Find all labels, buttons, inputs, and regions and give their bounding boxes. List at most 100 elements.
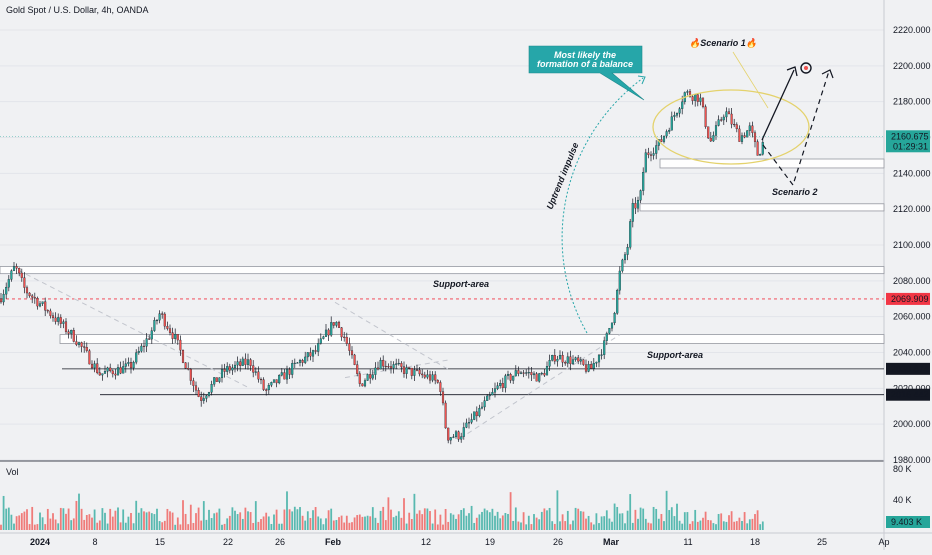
candle: [400, 361, 403, 373]
candle-body: [488, 394, 491, 397]
candle: [465, 418, 468, 429]
volume-bar: [137, 512, 140, 530]
candle: [389, 360, 393, 374]
candle: [696, 94, 699, 107]
volume-bar: [735, 521, 738, 530]
candle: [668, 127, 671, 135]
candle-body: [696, 94, 699, 102]
candle-body: [75, 341, 78, 345]
candle: [275, 379, 278, 388]
candle-body: [257, 371, 260, 380]
candle-body: [530, 372, 533, 376]
candle: [577, 354, 580, 365]
candle: [402, 361, 406, 378]
candle-body: [379, 359, 382, 370]
scenario1-arrowhead: [786, 66, 798, 77]
candle: [759, 153, 762, 156]
candle: [267, 383, 270, 395]
candle: [348, 337, 351, 356]
volume-bar: [54, 519, 57, 530]
candle: [44, 297, 47, 317]
volume-bar: [247, 511, 249, 530]
candle: [309, 347, 312, 361]
zones: [0, 158, 885, 344]
volume-bar: [205, 519, 208, 530]
candle-body: [496, 385, 499, 389]
volume-bar: [44, 524, 47, 530]
volume-bar: [676, 503, 678, 530]
candle: [135, 349, 138, 365]
volume-bar: [470, 505, 473, 530]
volume-bar: [122, 509, 125, 530]
volume-bar: [720, 513, 723, 530]
volume-bar: [426, 508, 429, 530]
candle: [449, 436, 452, 445]
trendlines: [0, 135, 884, 439]
volume-bar: [449, 513, 452, 530]
volume-bar: [387, 497, 390, 530]
candle-body: [623, 254, 627, 261]
volume-bar: [5, 508, 8, 530]
candle: [184, 362, 187, 369]
volume-bar: [455, 518, 457, 530]
candle-body: [285, 369, 289, 380]
volume-bar: [613, 503, 616, 530]
candle-body: [387, 366, 390, 368]
candle-body: [207, 392, 211, 396]
scenario2-arrow: [762, 70, 830, 187]
candle-body: [41, 301, 44, 304]
volume-bar: [109, 508, 112, 530]
candle-body: [431, 374, 434, 381]
volume-bar: [494, 515, 496, 530]
candle-body: [174, 334, 177, 339]
volume-bar: [546, 510, 548, 530]
volume-bar: [70, 520, 73, 530]
volume-bar: [291, 511, 294, 530]
candle-body: [127, 362, 130, 364]
candle-body: [738, 128, 741, 142]
volume-bar: [548, 507, 551, 530]
candle: [350, 346, 354, 359]
candle-body: [0, 298, 3, 303]
volume-bar: [208, 509, 210, 530]
candle: [28, 292, 31, 298]
candle: [543, 368, 546, 378]
candle: [38, 301, 42, 308]
candle-body: [239, 361, 242, 366]
volume-bar: [257, 521, 260, 530]
volume-bar: [621, 513, 624, 530]
candle: [46, 309, 49, 314]
candle: [636, 196, 640, 213]
candle-body: [262, 379, 265, 390]
volume-bar: [85, 514, 88, 530]
volume-bar: [527, 515, 530, 530]
volume-bar: [624, 523, 626, 530]
candle-body: [551, 355, 554, 361]
candle-body: [200, 396, 203, 401]
volume-bar: [650, 523, 652, 530]
x-tick-label: 22: [223, 537, 233, 547]
candle-body: [166, 326, 169, 329]
candle-body: [756, 141, 759, 156]
candle: [304, 351, 307, 365]
candle: [239, 358, 242, 372]
candle-body: [23, 277, 26, 288]
volume-bar: [405, 523, 408, 530]
price-tag-value: 2030.874: [891, 364, 929, 374]
candle: [421, 369, 424, 379]
volume-bar: [174, 524, 177, 530]
volume-bar: [423, 508, 426, 530]
candle: [215, 377, 218, 382]
candle: [561, 351, 564, 367]
volume-bar: [182, 500, 184, 530]
volume-bar: [143, 511, 145, 530]
candle: [88, 349, 91, 365]
candle: [244, 353, 247, 370]
candle-body: [18, 268, 21, 274]
candle-body: [226, 366, 229, 372]
candle-body: [582, 359, 585, 365]
candle-body: [426, 374, 429, 378]
candle-body: [272, 379, 276, 383]
